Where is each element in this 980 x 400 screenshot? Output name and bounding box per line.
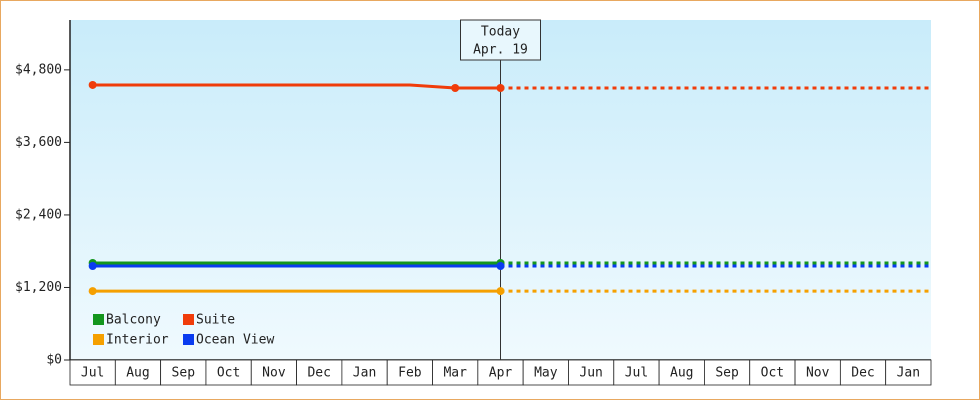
x-tick-label: Oct xyxy=(217,366,240,381)
x-tick-label: Jul xyxy=(81,366,104,381)
x-tick-label: Aug xyxy=(670,366,693,381)
x-tick-label: Aug xyxy=(126,366,149,381)
month-cell xyxy=(296,359,343,386)
point xyxy=(88,80,97,89)
x-tick-label: Dec xyxy=(307,366,330,381)
month-cell xyxy=(477,359,524,386)
y-tick-label: $0 xyxy=(46,353,62,368)
month-cell xyxy=(160,359,207,386)
month-cell xyxy=(522,359,569,386)
point xyxy=(88,287,97,296)
point xyxy=(451,84,460,92)
point xyxy=(496,287,505,296)
x-tick-label: Jan xyxy=(353,366,376,381)
today-label: Apr. 19 xyxy=(473,43,528,58)
point xyxy=(496,84,505,92)
y-tick-label: $3,600 xyxy=(15,135,62,150)
legend-swatch xyxy=(183,334,194,345)
legend-label: Balcony xyxy=(106,313,161,328)
x-tick-label: Mar xyxy=(443,366,467,381)
month-cell xyxy=(205,359,252,386)
x-tick-label: Jul xyxy=(625,366,648,381)
legend-swatch xyxy=(183,314,194,325)
legend-label: Ocean View xyxy=(196,333,274,348)
legend-label: Interior xyxy=(106,333,169,348)
point xyxy=(496,262,505,271)
legend-swatch xyxy=(93,334,104,345)
month-cell xyxy=(885,359,932,386)
month-cell xyxy=(341,359,388,386)
month-cell xyxy=(69,359,116,386)
month-cell xyxy=(658,359,705,386)
x-tick-label: Dec xyxy=(851,366,874,381)
month-cell xyxy=(568,359,615,386)
x-tick-label: May xyxy=(534,366,558,381)
today-label: Today xyxy=(481,25,520,40)
x-tick-label: Sep xyxy=(715,366,739,381)
point xyxy=(88,262,97,271)
month-cell xyxy=(432,359,479,386)
x-tick-label: Nov xyxy=(806,366,830,381)
month-cell xyxy=(386,359,433,386)
month-cell xyxy=(704,359,751,386)
legend-swatch xyxy=(93,314,104,325)
x-tick-label: Apr xyxy=(489,366,513,381)
y-tick-label: $1,200 xyxy=(15,280,62,295)
x-tick-label: Oct xyxy=(761,366,784,381)
x-tick-label: Nov xyxy=(262,366,286,381)
y-tick-label: $4,800 xyxy=(15,62,62,77)
month-cell xyxy=(794,359,841,386)
month-cell xyxy=(839,359,887,386)
month-cell xyxy=(749,359,796,386)
y-tick-label: $2,400 xyxy=(15,207,62,222)
month-cell xyxy=(114,359,162,386)
series-line xyxy=(92,83,501,90)
x-tick-label: Sep xyxy=(172,366,196,381)
today-box xyxy=(460,19,541,61)
legend-label: Suite xyxy=(196,313,235,328)
x-tick-label: Feb xyxy=(398,366,422,381)
month-cell xyxy=(250,359,297,386)
month-cell xyxy=(613,359,660,386)
x-tick-label: Jan xyxy=(897,366,920,381)
x-tick-label: Jun xyxy=(579,366,602,381)
